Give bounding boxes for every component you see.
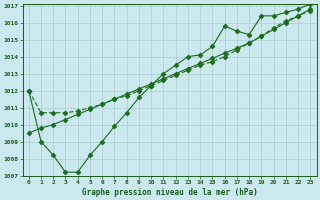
X-axis label: Graphe pression niveau de la mer (hPa): Graphe pression niveau de la mer (hPa) <box>82 188 258 197</box>
